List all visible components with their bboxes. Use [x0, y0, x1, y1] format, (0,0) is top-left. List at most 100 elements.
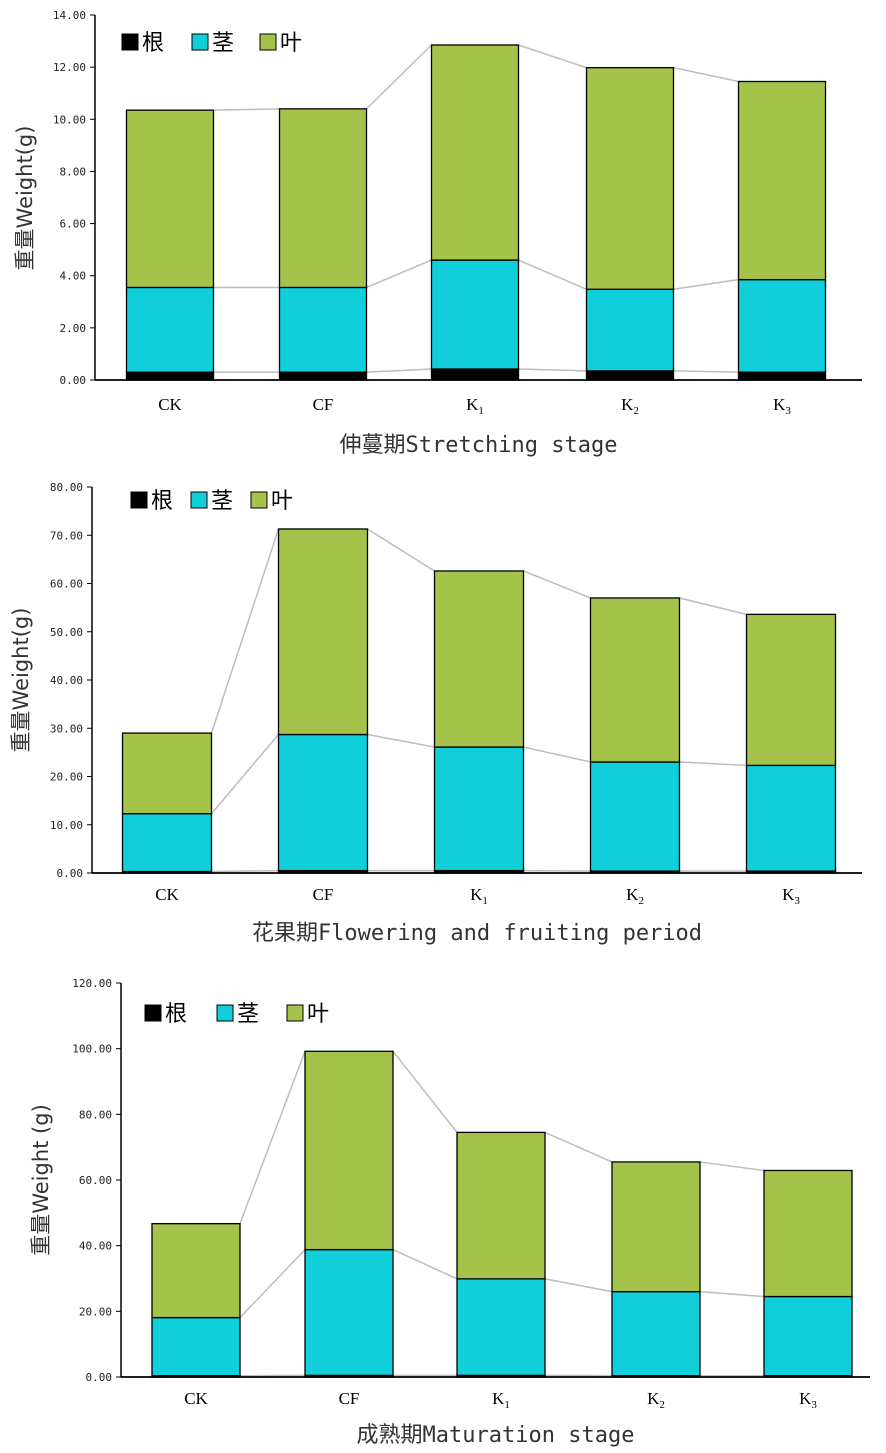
legend-label: 叶	[307, 1002, 329, 1027]
connector-line	[518, 368, 587, 372]
bar-segment-stem	[277, 733, 369, 872]
connector-line	[679, 597, 747, 616]
legend-swatch-leaf	[250, 491, 268, 509]
category-label: CK	[158, 395, 182, 414]
bar-segment-root	[430, 368, 520, 381]
connector-line	[239, 1051, 306, 1224]
y-tick-label: 20.00	[50, 771, 83, 784]
chart-panel-2: 0.00 10.00 20.00 30.00 40.00 50.00 60.00 70.00 8…	[9, 481, 862, 946]
connector-line	[367, 733, 435, 748]
connector-line	[239, 1249, 306, 1319]
y-axis-title: 重量Weight (g)	[29, 1104, 53, 1256]
connector-line	[523, 746, 591, 763]
y-tick-label: 8.00	[60, 165, 87, 178]
y-tick-label: 2.00	[60, 322, 87, 335]
category-label: K2	[647, 1389, 665, 1411]
category-label: K3	[773, 395, 791, 417]
bar-segment-stem	[121, 813, 213, 873]
legend-label: 根	[142, 31, 164, 56]
legend-swatch-root	[144, 1004, 162, 1022]
category-label: K1	[470, 885, 488, 907]
x-axis-title: 花果期Flowering and fruiting period	[252, 921, 702, 946]
connector-line	[392, 1050, 458, 1133]
bar-segment-leaf	[151, 1223, 241, 1319]
bar-segment-leaf	[277, 528, 369, 736]
bar-segment-leaf	[433, 570, 525, 748]
category-label: CK	[184, 1389, 208, 1408]
legend-swatch-leaf	[259, 33, 277, 51]
bar-segment-leaf	[121, 732, 213, 815]
category-label: K3	[782, 885, 800, 907]
bar-segment-stem	[745, 764, 837, 872]
chart-panel-3: 0.00 20.00 40.00 60.00 80.00 100.00 120.00 CK CF…	[29, 977, 870, 1448]
y-tick-label: 12.00	[53, 61, 86, 74]
connector-line	[365, 44, 433, 110]
y-tick-label: 0.00	[57, 867, 84, 880]
legend-label: 叶	[271, 489, 293, 514]
category-label: CK	[155, 885, 179, 904]
category-label: K1	[466, 395, 484, 417]
bar-segment-leaf	[304, 1050, 394, 1251]
y-tick-label: 100.00	[72, 1043, 112, 1056]
connector-line	[673, 66, 739, 83]
y-tick-label: 10.00	[50, 819, 83, 832]
legend-swatch-stem	[191, 33, 209, 51]
x-axis-title: 成熟期Maturation stage	[357, 1423, 635, 1448]
category-label: K1	[492, 1389, 510, 1411]
connector-line	[211, 869, 279, 873]
y-axis-title: 重量Weight(g)	[13, 126, 37, 271]
y-tick-label: 60.00	[50, 578, 83, 591]
legend-swatch-stem	[190, 491, 208, 509]
bar-segment-leaf	[611, 1161, 701, 1293]
legend-label: 根	[165, 1002, 187, 1027]
connector-line	[213, 108, 280, 111]
bar-segment-leaf	[585, 67, 675, 290]
x-axis-title: 伸蔓期Stretching stage	[340, 433, 618, 458]
chart-panel-1: 0.00 2.00 4.00 6.00 8.00 10.00 12.00 14.00 CK CF K…	[13, 9, 862, 458]
category-label: CF	[313, 885, 334, 904]
connector-line	[673, 278, 739, 291]
connector-line	[210, 734, 280, 815]
y-tick-label: 0.00	[60, 374, 87, 387]
bar-segment-stem	[278, 286, 368, 373]
bar-segment-stem	[585, 288, 675, 372]
connector-line	[518, 44, 587, 69]
bar-segment-stem	[433, 746, 525, 872]
bar-segment-root	[278, 371, 368, 381]
y-tick-label: 60.00	[79, 1174, 112, 1187]
legend-label: 茎	[237, 1002, 259, 1027]
connector-line	[518, 259, 587, 290]
bar-segment-leaf	[737, 80, 827, 281]
y-tick-label: 0.00	[86, 1371, 113, 1384]
legend-swatch-root	[130, 491, 148, 509]
y-tick-label: 40.00	[50, 674, 83, 687]
connector-line	[544, 1278, 613, 1293]
y-axis-title: 重量Weight(g)	[9, 608, 33, 753]
connector-line	[366, 259, 432, 289]
legend-swatch-root	[121, 33, 139, 51]
category-label: K3	[799, 1389, 817, 1411]
legend-swatch-leaf	[286, 1004, 304, 1022]
y-tick-label: 70.00	[50, 529, 83, 542]
y-tick-label: 6.00	[60, 218, 87, 231]
bar-segment-leaf	[430, 44, 520, 261]
bar-segment-root	[125, 371, 215, 381]
y-tick-label: 10.00	[53, 113, 86, 126]
bar-segment-stem	[589, 761, 681, 872]
connector-line	[210, 528, 280, 734]
bar-segment-stem	[611, 1290, 701, 1377]
bar-segment-stem	[456, 1278, 546, 1377]
connector-line	[523, 570, 591, 599]
connector-line	[699, 1161, 765, 1172]
y-tick-label: 40.00	[79, 1240, 112, 1253]
connector-line	[367, 528, 435, 572]
bar-segment-stem	[430, 259, 520, 370]
bar-segment-stem	[304, 1248, 394, 1377]
y-tick-label: 4.00	[60, 270, 87, 283]
category-label: CF	[339, 1389, 360, 1408]
legend-swatch-stem	[216, 1004, 234, 1022]
y-tick-label: 30.00	[50, 722, 83, 735]
bar-segment-stem	[763, 1295, 853, 1377]
legend-label: 茎	[212, 31, 234, 56]
